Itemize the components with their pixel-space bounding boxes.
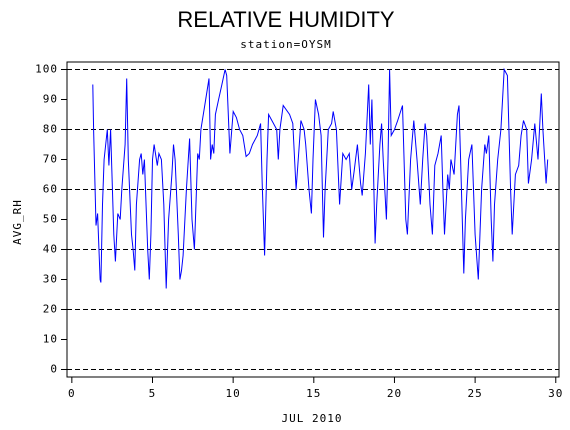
x-tick-label: 10 bbox=[226, 387, 241, 400]
y-tick-label: 30 bbox=[43, 273, 58, 286]
y-tick-label: 100 bbox=[35, 63, 58, 76]
y-tick-label: 20 bbox=[43, 303, 58, 316]
x-tick-label: 30 bbox=[548, 387, 563, 400]
y-axis-label: AVG_RH bbox=[11, 199, 24, 245]
y-tick-label: 10 bbox=[43, 333, 58, 346]
x-tick-label: 25 bbox=[467, 387, 482, 400]
y-tick-label: 70 bbox=[43, 153, 58, 166]
x-axis-label: JUL 2010 bbox=[282, 412, 343, 425]
y-tick-label: 90 bbox=[43, 93, 58, 106]
y-tick-label: 50 bbox=[43, 213, 58, 226]
plot-frame bbox=[66, 61, 560, 378]
x-tick-label: 5 bbox=[149, 387, 157, 400]
chart-subtitle: station=OYSM bbox=[240, 38, 331, 51]
y-tick-label: 40 bbox=[43, 243, 58, 256]
y-tick-label: 0 bbox=[50, 363, 58, 376]
x-tick-label: 20 bbox=[387, 387, 402, 400]
y-tick-label: 80 bbox=[43, 123, 58, 136]
x-tick-label: 0 bbox=[68, 387, 76, 400]
y-tick-label: 60 bbox=[43, 183, 58, 196]
x-tick-label: 15 bbox=[306, 387, 321, 400]
chart-title: RELATIVE HUMIDITY bbox=[177, 7, 395, 32]
data-line bbox=[92, 67, 549, 289]
